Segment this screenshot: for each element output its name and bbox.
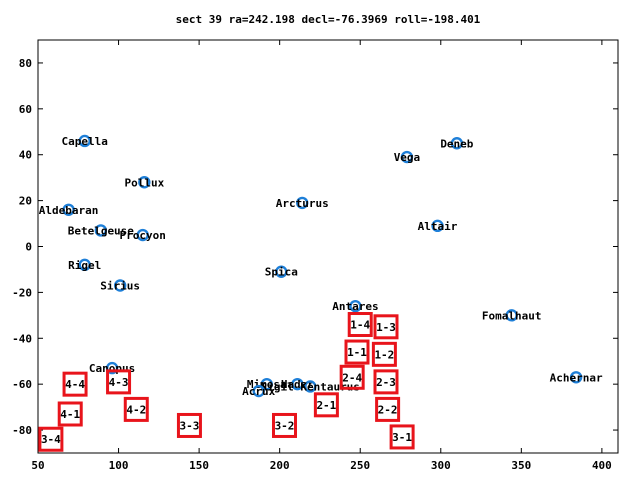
star-point	[138, 176, 151, 189]
sector-box	[347, 312, 373, 338]
star-label: Spica	[265, 266, 298, 279]
star-label: Capella	[62, 135, 108, 148]
y-tick-label: 20	[19, 195, 32, 208]
x-tick-label: 250	[350, 459, 370, 472]
x-tick-label: 350	[511, 459, 531, 472]
sector-box-label: 2-1	[316, 399, 336, 412]
sector-box	[389, 424, 415, 450]
y-tick-label: -60	[12, 378, 32, 391]
star-label: Aldebaran	[39, 204, 99, 217]
sector-box	[106, 369, 132, 395]
sector-box-label: 2-4	[342, 371, 362, 384]
x-tick-label: 50	[31, 459, 44, 472]
star-label: Altair	[418, 220, 458, 233]
star-label: Sirius	[100, 280, 140, 293]
star-point	[252, 384, 265, 398]
star-label: Acrux	[242, 385, 275, 398]
sector-box-label: 3-2	[275, 419, 295, 432]
x-tick-label: 300	[431, 459, 451, 472]
star-point	[291, 377, 304, 391]
star-point	[78, 258, 91, 272]
sector-box	[176, 412, 202, 438]
sector-box-label: 3-1	[392, 431, 412, 444]
star-point	[78, 134, 91, 148]
sector-box	[272, 412, 297, 438]
y-tick-label: -80	[12, 424, 32, 437]
sector-box-label: 4-3	[109, 376, 129, 389]
sector-box-label: 3-3	[180, 419, 200, 432]
sector-box	[375, 396, 401, 422]
sector-box	[339, 364, 365, 390]
sector-box-label: 4-4	[65, 378, 85, 391]
sector-box-label: 1-2	[374, 348, 394, 361]
star-label: Betelgeuse	[68, 224, 135, 237]
star-point	[431, 219, 444, 233]
chart-title: sect 39 ra=242.198 decl=-76.3969 roll=-1…	[176, 13, 481, 26]
sector-box-label: 4-2	[126, 403, 146, 416]
sector-boxes: 1-4 1-3 1-1 1-2 2-4 2-3 4-4 4-3 2-1 2-2 4-2 4-1 3-3 3…	[38, 312, 415, 452]
star-label: Vega	[394, 151, 421, 164]
sector-box-label: 2-3	[376, 376, 396, 389]
sector-box-label: 2-2	[378, 403, 398, 416]
star-label: Mimosa	[247, 378, 287, 391]
sector-box-label: 4-1	[60, 408, 80, 421]
star-point	[505, 309, 518, 322]
sector-box	[38, 426, 64, 452]
star-point	[136, 228, 149, 242]
star-label: Rigil Kentaurus	[261, 380, 360, 393]
y-tick-label: 60	[19, 103, 32, 116]
sector-box	[57, 401, 83, 427]
sector-box	[371, 341, 397, 367]
star-point	[105, 361, 119, 375]
sector-box	[313, 392, 339, 418]
star-label: Procyon	[120, 229, 166, 242]
y-tick-label: 40	[19, 149, 32, 162]
star-label: Rigel	[68, 259, 101, 272]
star-point	[296, 196, 309, 210]
star-label: Pollux	[124, 176, 164, 189]
sector-box	[62, 371, 88, 397]
star-label: Antares	[332, 300, 378, 313]
axis-ticks: 50 100 150 200 250 300 350 400 -80 -60 -40 -20 0 20 40…	[12, 40, 618, 472]
star-point	[113, 279, 127, 292]
y-tick-label: 80	[19, 57, 32, 70]
star-point	[569, 371, 583, 384]
sector-box	[373, 314, 399, 340]
sector-box	[373, 369, 399, 395]
x-tick-label: 150	[189, 459, 209, 472]
star-point	[62, 203, 75, 216]
sector-box	[123, 396, 149, 422]
star-label: Deneb	[440, 137, 473, 150]
star-label: Achernar	[550, 371, 603, 384]
star-point	[349, 299, 362, 313]
sector-box-label: 1-1	[347, 346, 367, 359]
y-tick-label: 0	[25, 241, 32, 254]
star-point	[275, 265, 288, 278]
sector-box-label: 3-4	[41, 433, 61, 446]
sector-box	[344, 339, 370, 365]
sector-box-label: 1-4	[350, 319, 370, 332]
star-point	[94, 224, 108, 237]
y-tick-label: -20	[12, 286, 32, 299]
star-label: Arcturus	[276, 197, 329, 210]
x-tick-label: 100	[109, 459, 129, 472]
star-point	[260, 377, 273, 391]
x-tick-label: 400	[592, 459, 612, 472]
sector-box-label: 1-3	[376, 321, 396, 334]
star-markers: Capella Deneb Vega Pollux Arcturus Aldebaran A…	[39, 134, 603, 398]
star-point	[450, 137, 464, 150]
star-point	[400, 150, 414, 164]
star-label: Fomalhaut	[482, 309, 542, 322]
y-tick-label: -40	[12, 332, 32, 345]
star-point	[304, 380, 317, 393]
x-tick-label: 200	[270, 459, 290, 472]
